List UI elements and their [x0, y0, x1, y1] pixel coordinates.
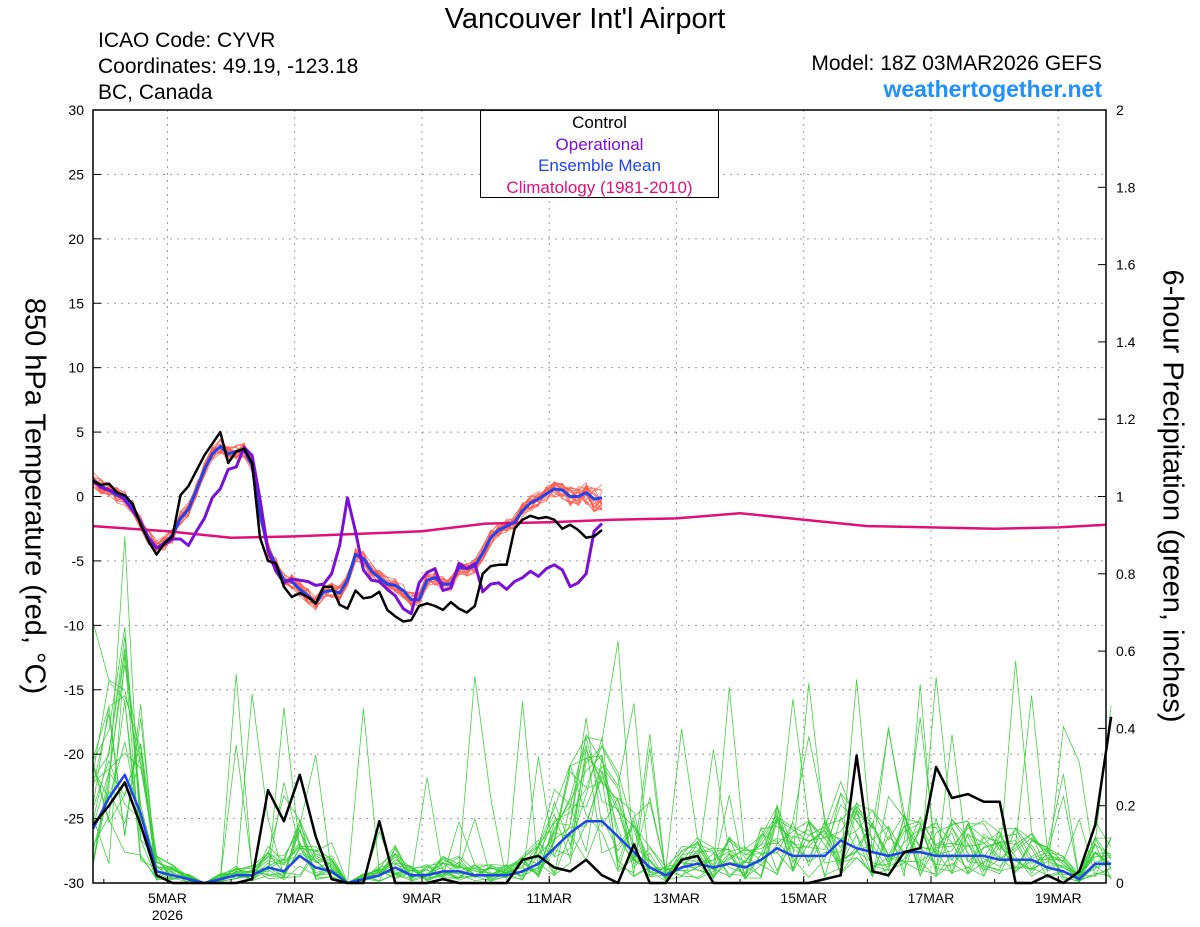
x-tick-label: 19MAR	[1035, 890, 1082, 906]
precip-member-line	[92, 717, 1112, 884]
region: BC, Canada	[98, 81, 213, 104]
y-tick-label-right: 1.6	[1116, 257, 1136, 273]
climatology-line	[92, 511, 1107, 539]
precip-member-line	[92, 653, 1112, 884]
legend-control: Control	[572, 113, 627, 132]
y-tick-label-right: 1.2	[1116, 411, 1136, 427]
x-tick-label: 17MAR	[908, 890, 955, 906]
y-tick-label-left: -25	[64, 811, 84, 827]
y-tick-label-right: 0.6	[1116, 643, 1136, 659]
temp-control-line	[92, 430, 603, 623]
chart-title: Vancouver Int'l Airport	[444, 3, 726, 35]
precip-member-line	[92, 673, 1112, 884]
y-tick-label-left: -30	[64, 875, 84, 891]
y-tick-label-left: -10	[64, 617, 84, 633]
website-link[interactable]: weathertogether.net	[883, 76, 1102, 102]
legend-climatology: Climatology (1981-2010)	[506, 177, 693, 197]
legend-operational: Operational	[555, 134, 644, 154]
x-tick-label: 11MAR	[526, 890, 572, 906]
tick-labels: 302520151050-5-10-15-20-25-3021.81.61.41…	[64, 102, 1136, 923]
precip-ensemble-mean-line	[91, 773, 1112, 885]
y-tick-label-left: -5	[72, 553, 85, 569]
temp-ensemble-mean-line	[92, 444, 603, 605]
legend-ensemble-mean: Ensemble Mean	[538, 156, 661, 175]
legend: Control Operational Ensemble Mean Climat…	[480, 110, 719, 198]
coordinates: Coordinates: 49.19, -123.18	[98, 55, 359, 78]
model-run: Model: 18Z 03MAR2026 GEFS	[811, 52, 1102, 75]
y-tick-label-left: -15	[64, 682, 84, 698]
precip-member-line	[92, 622, 1112, 884]
x-tick-label: 7MAR	[275, 890, 314, 906]
precip-member-line	[92, 680, 1112, 884]
y-tick-label-right: 1.8	[1116, 179, 1136, 195]
y-tick-label-left: 20	[68, 231, 84, 247]
y-tick-label-left: 15	[68, 295, 84, 311]
y-tick-label-left: -20	[64, 746, 84, 762]
icao-code: ICAO Code: CYVR	[98, 29, 276, 52]
y-tick-label-right: 1	[1116, 489, 1124, 505]
series-lines	[91, 430, 1113, 885]
x-tick-label: 15MAR	[780, 890, 827, 906]
y-tick-label-right: 0	[1116, 875, 1124, 891]
y-tick-label-right: 1.4	[1116, 334, 1136, 350]
precip-member-line	[92, 677, 1112, 884]
precip-member-line	[92, 708, 1112, 884]
x-tick-label: 9MAR	[403, 890, 442, 906]
y-tick-label-right: 2	[1116, 102, 1124, 118]
precip-control-line	[92, 716, 1113, 885]
x-tick-label: 13MAR	[653, 890, 700, 906]
y-tick-label-left: 30	[68, 102, 84, 118]
y-tick-label-left: 25	[68, 166, 84, 182]
y-tick-label-right: 0.2	[1116, 798, 1136, 814]
precip-member-line	[92, 636, 1112, 884]
precip-member-line	[92, 648, 1112, 884]
x-tick-label: 5MAR	[148, 890, 187, 906]
y-tick-label-left: 5	[76, 424, 84, 440]
precip-member-line	[92, 536, 1112, 884]
y-tick-label-left: 0	[76, 489, 84, 505]
precip-member-line	[92, 626, 1112, 884]
ensemble-members	[92, 438, 1112, 884]
temp-operational-line	[92, 446, 604, 616]
x-tick-sublabel: 2026	[152, 907, 183, 923]
y-tick-label-left: 10	[68, 360, 84, 376]
y-tick-label-right: 0.8	[1116, 566, 1136, 582]
y-tick-label-right: 0.4	[1116, 720, 1136, 736]
